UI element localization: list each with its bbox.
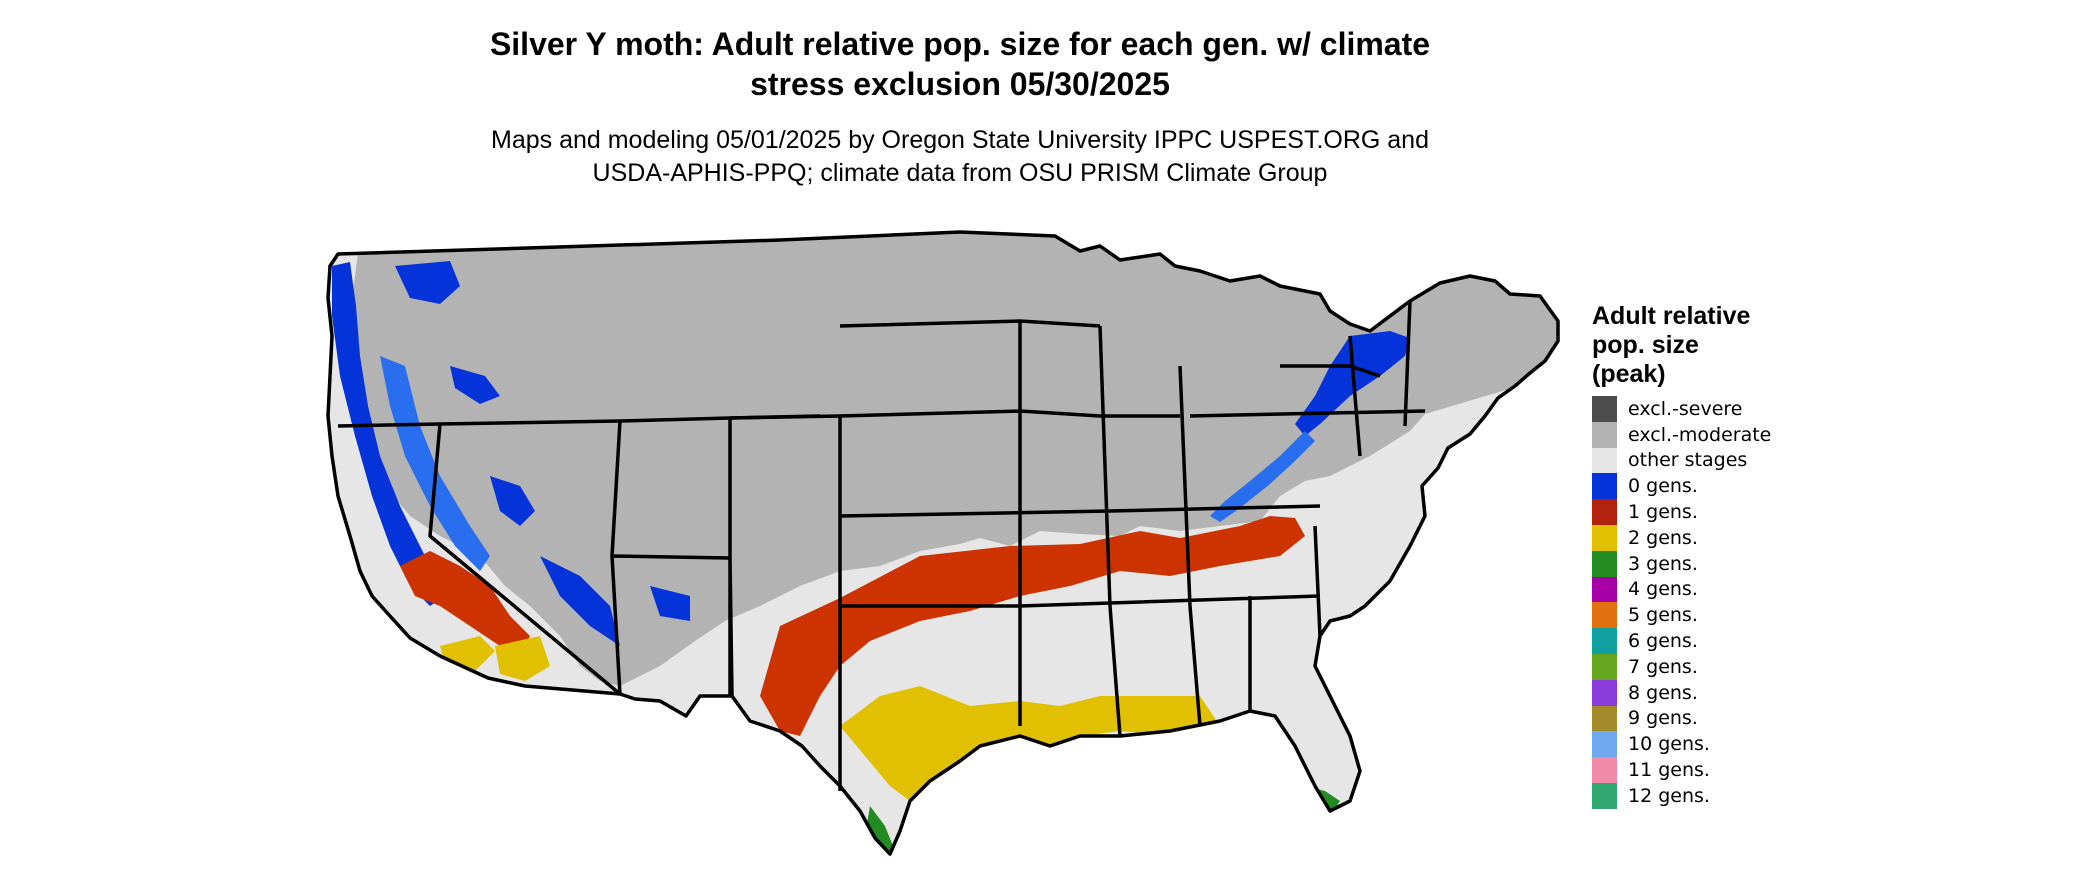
legend-item: excl.-severe (1592, 396, 1832, 422)
legend-item: 8 gens. (1592, 679, 1832, 706)
legend-title: Adult relative pop. size (peak) (1592, 302, 1832, 389)
border-west-north-south (428, 418, 734, 697)
legend-label: 5 gens. (1628, 604, 1698, 627)
us-landmass (328, 232, 1558, 854)
legend-label: 12 gens. (1628, 784, 1710, 807)
legend-item: 12 gens. (1592, 782, 1832, 809)
zone-1-gens-south (760, 516, 1305, 736)
legend-items: excl.-severe excl.-moderate other stages 0 … (1592, 396, 1832, 809)
legend-item: 0 gens. (1592, 473, 1832, 500)
legend-label: other stages (1628, 449, 1748, 472)
zone-1-gens-southern-california (400, 551, 530, 656)
legend-swatch (1592, 499, 1617, 525)
legend-item: other stages (1592, 447, 1832, 474)
legend-swatch (1592, 653, 1617, 680)
legend-swatch (1592, 447, 1617, 474)
legend-label: 11 gens. (1628, 759, 1710, 782)
border-northeast-states (1189, 300, 1426, 457)
legend-swatch (1592, 757, 1617, 783)
legend-item: 6 gens. (1592, 628, 1832, 654)
legend-item: 9 gens. (1592, 705, 1832, 732)
legend-label: excl.-severe (1628, 397, 1743, 420)
map-subtitle: Maps and modeling 05/01/2025 by Oregon S… (360, 124, 1560, 190)
legend-label: 8 gens. (1628, 681, 1698, 704)
zone-0-gens-southwest (490, 476, 690, 646)
zone-2-gens-gulf-coast (840, 686, 1220, 801)
legend-label: 4 gens. (1628, 578, 1698, 601)
legend-swatch (1592, 396, 1617, 422)
legend-swatch (1592, 602, 1617, 629)
legend-swatch (1592, 473, 1617, 500)
legend-item: 4 gens. (1592, 576, 1832, 603)
legend-label: 0 gens. (1628, 475, 1698, 498)
legend-label: 2 gens. (1628, 526, 1698, 549)
legend-label: 10 gens. (1628, 733, 1710, 756)
map-subtitle-line-2: USDA-APHIS-PPQ; climate data from OSU PR… (592, 159, 1328, 187)
legend-swatch (1592, 628, 1617, 654)
us-outline (326, 230, 1560, 856)
legend-item: excl.-moderate (1592, 421, 1832, 448)
legend-item: 3 gens. (1592, 550, 1832, 577)
border-southeast-states (1019, 525, 1322, 737)
legend-swatch (1592, 705, 1617, 732)
legend-item: 2 gens. (1592, 524, 1832, 551)
legend-swatch (1592, 731, 1617, 758)
zone-0-gens-northern-rockies (395, 261, 500, 404)
legend-swatch (1592, 782, 1617, 809)
legend-label: 3 gens. (1628, 552, 1698, 575)
zone-excluded-moderate (350, 232, 1558, 686)
map-title-line-1: Silver Y moth: Adult relative pop. size … (489, 26, 1431, 62)
legend-swatch (1592, 524, 1617, 551)
zone-0-gens-appalachia (1210, 431, 1315, 522)
legend-label: excl.-moderate (1628, 423, 1772, 446)
legend-label: 7 gens. (1628, 655, 1698, 678)
legend-swatch (1592, 679, 1617, 706)
legend-item: 5 gens. (1592, 602, 1832, 629)
legend-item: 11 gens. (1592, 757, 1832, 783)
legend-label: 9 gens. (1628, 707, 1698, 730)
zone-0-gens-pacific-coast (332, 262, 445, 606)
legend-item: 7 gens. (1592, 653, 1832, 680)
legend-item: 10 gens. (1592, 731, 1832, 758)
map-title: Silver Y moth: Adult relative pop. size … (400, 24, 1520, 104)
legend-item: 1 gens. (1592, 499, 1832, 525)
map-title-line-2: stress exclusion 05/30/2025 (750, 66, 1170, 102)
legend-title-line-1: Adult relative (1592, 302, 1751, 330)
legend-swatch (1592, 550, 1617, 577)
map-legend: Adult relative pop. size (peak) excl.-se… (1592, 302, 1832, 809)
state-borders (326, 230, 1560, 856)
legend-swatch (1592, 421, 1617, 448)
us-map (326, 230, 1560, 856)
legend-label: 1 gens. (1628, 501, 1698, 524)
legend-title-line-2: pop. size (1592, 331, 1699, 359)
legend-label: 6 gens. (1628, 630, 1698, 653)
legend-swatch (1592, 576, 1617, 603)
border-central-states (839, 319, 1321, 607)
map-subtitle-line-1: Maps and modeling 05/01/2025 by Oregon S… (491, 126, 1429, 154)
legend-title-line-3: (peak) (1592, 360, 1666, 388)
